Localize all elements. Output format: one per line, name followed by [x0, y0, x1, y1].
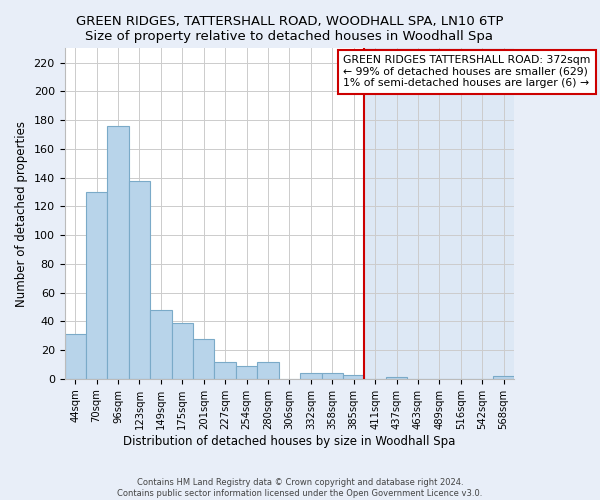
Bar [150, 310, 172, 379]
Text: Contains HM Land Registry data © Crown copyright and database right 2024.
Contai: Contains HM Land Registry data © Crown c… [118, 478, 482, 498]
Bar [364, 48, 514, 379]
Bar [107, 126, 129, 379]
Bar [65, 334, 86, 379]
Bar [322, 373, 343, 379]
Text: GREEN RIDGES TATTERSHALL ROAD: 372sqm
← 99% of detached houses are smaller (629): GREEN RIDGES TATTERSHALL ROAD: 372sqm ← … [343, 55, 591, 88]
Bar [129, 180, 150, 379]
Bar [236, 366, 257, 379]
Bar [343, 374, 364, 379]
Bar [300, 373, 322, 379]
Bar [493, 376, 514, 379]
Y-axis label: Number of detached properties: Number of detached properties [15, 120, 28, 306]
Bar [193, 338, 214, 379]
Bar [214, 362, 236, 379]
Bar [257, 362, 279, 379]
Title: GREEN RIDGES, TATTERSHALL ROAD, WOODHALL SPA, LN10 6TP
Size of property relative: GREEN RIDGES, TATTERSHALL ROAD, WOODHALL… [76, 15, 503, 43]
Bar [386, 378, 407, 379]
Bar [86, 192, 107, 379]
X-axis label: Distribution of detached houses by size in Woodhall Spa: Distribution of detached houses by size … [123, 434, 455, 448]
Bar [172, 323, 193, 379]
